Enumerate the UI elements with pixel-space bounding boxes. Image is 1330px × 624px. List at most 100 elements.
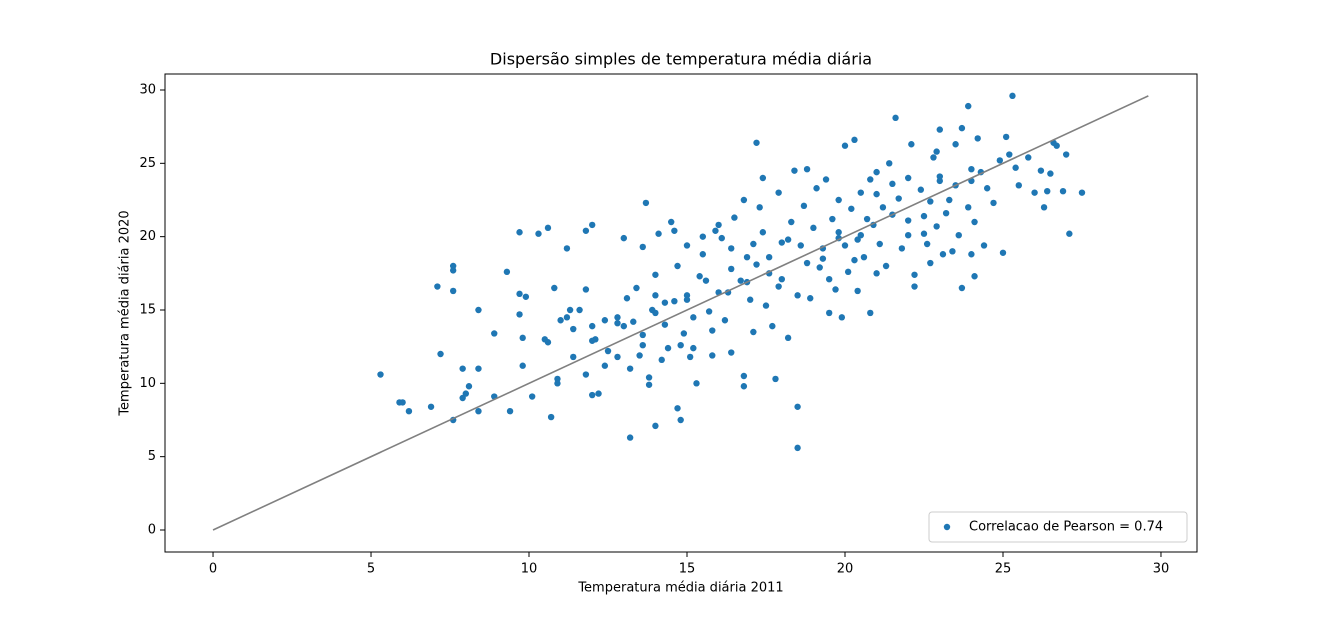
y-tick-label: 0 (148, 522, 156, 537)
point (848, 205, 855, 212)
point (930, 154, 937, 161)
point (589, 322, 596, 330)
point (462, 390, 470, 397)
point (867, 176, 874, 183)
point (522, 293, 530, 300)
point (449, 287, 457, 295)
point (841, 142, 849, 149)
point (775, 283, 782, 290)
point (377, 371, 384, 378)
point (728, 265, 735, 273)
point (686, 353, 694, 361)
point (671, 297, 678, 305)
point (860, 253, 868, 261)
y-tick-label: 30 (139, 82, 156, 97)
chart-title: Dispersão simples de temperatura média d… (490, 50, 872, 69)
point (778, 275, 785, 283)
point (582, 371, 590, 378)
point (949, 248, 956, 255)
point (690, 344, 697, 352)
point (835, 229, 842, 236)
point (753, 139, 760, 146)
point (825, 275, 833, 283)
point (999, 249, 1007, 256)
point (784, 236, 792, 243)
point (699, 251, 707, 258)
y-tick-label: 5 (148, 449, 156, 464)
point (642, 199, 650, 207)
point (1031, 189, 1038, 196)
reference-line (212, 95, 1149, 531)
point (535, 230, 542, 237)
point (626, 434, 634, 441)
point (677, 341, 684, 349)
x-tick-label: 20 (837, 562, 854, 577)
point (753, 261, 760, 268)
point (980, 242, 988, 249)
point (759, 174, 767, 182)
point (750, 328, 757, 336)
point (800, 202, 808, 210)
point (516, 311, 523, 318)
point (668, 218, 675, 226)
point (955, 231, 962, 239)
point (614, 319, 621, 327)
point (927, 259, 934, 267)
point (911, 283, 918, 290)
point (942, 209, 950, 217)
point (797, 242, 804, 249)
point (516, 229, 523, 236)
point (825, 309, 833, 317)
point (889, 180, 896, 188)
point (589, 337, 596, 344)
x-tick-label: 0 (209, 562, 217, 577)
point (1025, 154, 1032, 161)
point (1015, 182, 1022, 189)
point (563, 245, 571, 252)
point (996, 157, 1004, 164)
point (674, 262, 681, 270)
point (554, 380, 561, 387)
point (759, 229, 767, 236)
point (911, 271, 918, 278)
point (589, 391, 596, 399)
point (756, 204, 763, 211)
point (936, 177, 943, 185)
point (990, 199, 997, 207)
point (765, 253, 773, 261)
point (570, 353, 577, 361)
point (614, 353, 621, 361)
point (399, 399, 406, 406)
point (740, 196, 748, 204)
point (1078, 189, 1086, 196)
point (601, 362, 609, 369)
point (873, 190, 880, 198)
point (1059, 187, 1067, 195)
point (803, 259, 811, 267)
point (965, 102, 972, 110)
plot-frame (164, 73, 1198, 553)
point (807, 295, 814, 302)
point (851, 136, 858, 144)
point (838, 314, 846, 321)
point (589, 221, 596, 229)
point (661, 299, 669, 306)
point (652, 271, 659, 278)
point (661, 321, 669, 328)
point (731, 214, 738, 221)
point (920, 230, 928, 237)
point (582, 286, 590, 293)
point (570, 325, 577, 333)
point (718, 234, 725, 242)
point (939, 251, 947, 258)
point (677, 416, 684, 424)
point (655, 230, 662, 237)
point (519, 362, 526, 369)
point (475, 306, 482, 314)
point (1044, 187, 1051, 195)
point (974, 135, 981, 142)
point (965, 204, 972, 211)
point (904, 231, 912, 239)
